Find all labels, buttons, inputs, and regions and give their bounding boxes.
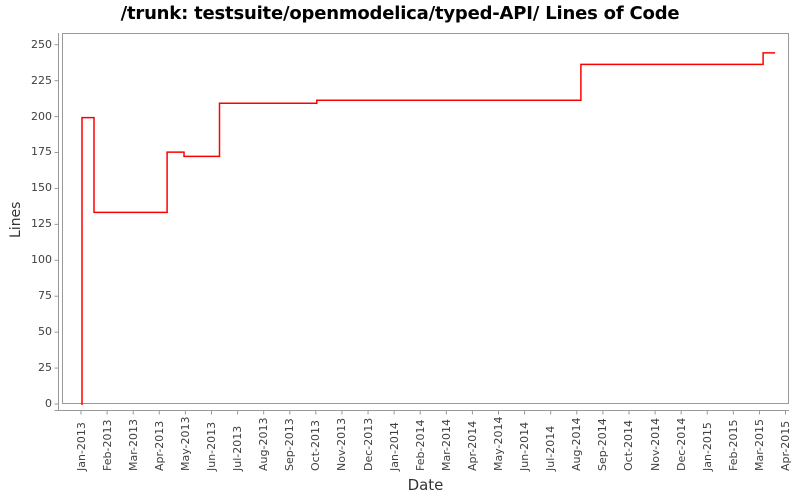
- x-tick-label: Jan-2015: [700, 422, 714, 471]
- y-tick-label: 225: [31, 73, 52, 87]
- y-tick-label: 0: [45, 397, 52, 410]
- x-tick-label: Apr-2013: [152, 420, 166, 471]
- chart-title: /trunk: testsuite/openmodelica/typed-API…: [120, 3, 680, 24]
- x-tick-label: Jan-2014: [387, 422, 401, 471]
- x-tick-label: Jun-2013: [204, 421, 218, 471]
- x-axis-title: Date: [407, 476, 444, 494]
- loc-step-line: [81, 52, 776, 405]
- x-tick-label: Feb-2013: [100, 419, 114, 471]
- x-tick-label: Mar-2013: [126, 418, 140, 471]
- x-tick-label: Sep-2013: [283, 418, 297, 471]
- x-tick-label: Nov-2013: [335, 417, 349, 471]
- x-tick-label: Apr-2014: [465, 420, 479, 471]
- x-tick-label: Jan-2013: [74, 422, 88, 471]
- x-tick-label: Dec-2013: [361, 417, 375, 471]
- x-tick-label: Mar-2015: [752, 418, 766, 471]
- x-tick-label: Aug-2013: [257, 417, 271, 471]
- y-tick-label: 25: [38, 361, 52, 375]
- y-tick-label: 125: [31, 217, 52, 231]
- y-tick-label: 150: [31, 181, 52, 195]
- x-tick-label: Feb-2014: [413, 419, 427, 471]
- y-tick-label: 250: [31, 37, 52, 51]
- x-tick-label: Nov-2014: [648, 417, 662, 471]
- x-tick-label: Oct-2014: [622, 420, 636, 471]
- x-tick-label: Oct-2013: [309, 420, 323, 471]
- y-tick-label: 175: [31, 145, 52, 159]
- x-tick-label: Aug-2014: [570, 417, 584, 471]
- x-tick-label: May-2014: [492, 416, 505, 471]
- x-tick-label: Jun-2014: [518, 421, 532, 471]
- y-tick-label: 50: [38, 325, 52, 339]
- y-tick-label: 200: [31, 109, 52, 123]
- data-series-layer: [81, 52, 776, 405]
- x-tick-label: Jul-2013: [231, 425, 245, 471]
- x-tick-label: Dec-2014: [674, 417, 688, 471]
- x-tick-label: Mar-2014: [439, 418, 453, 471]
- y-tick-label: 75: [38, 289, 52, 303]
- plot-area: [62, 33, 789, 405]
- x-tick-label: Jul-2014: [544, 425, 558, 471]
- y-tick-label: 100: [31, 253, 52, 267]
- x-tick-label: May-2013: [178, 416, 192, 471]
- x-tick-label: Apr-2015: [779, 420, 793, 471]
- x-tick-label: Feb-2015: [726, 419, 740, 471]
- x-tick-label: Sep-2014: [596, 418, 610, 471]
